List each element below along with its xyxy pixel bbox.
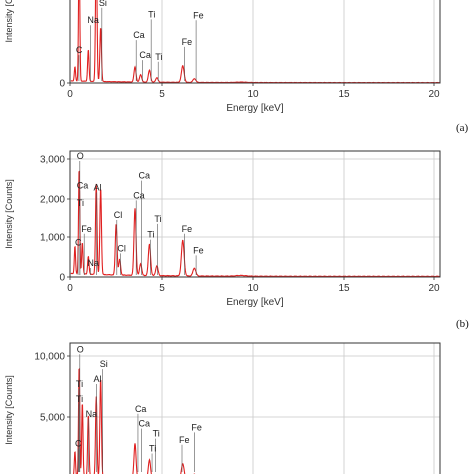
x-tick-label: 0 bbox=[67, 89, 73, 100]
plot-frame bbox=[69, 0, 441, 84]
element-label: Ti bbox=[154, 214, 161, 224]
y-tick-label: 0 bbox=[59, 79, 65, 90]
element-label: Cl bbox=[117, 243, 126, 253]
element-label: Na bbox=[87, 258, 99, 268]
element-label: O bbox=[77, 151, 84, 161]
y-tick-label: 3,000 bbox=[40, 155, 65, 166]
panel-tag: (a) bbox=[456, 122, 469, 134]
x-tick-label: 20 bbox=[428, 283, 440, 294]
y-tick-label: 2,000 bbox=[40, 195, 65, 206]
element-label: Na bbox=[87, 15, 99, 25]
element-label: C bbox=[76, 45, 83, 55]
x-tick-label: 20 bbox=[428, 89, 440, 100]
element-label: Si bbox=[99, 0, 107, 8]
element-label: Fe bbox=[193, 10, 204, 20]
element-label: Fe bbox=[182, 37, 193, 47]
element-label: Ti bbox=[153, 429, 160, 439]
plot-frame bbox=[69, 150, 441, 278]
element-label: Fe bbox=[182, 224, 193, 234]
x-axis-label: Energy [keV] bbox=[226, 297, 283, 308]
element-label: Ca bbox=[139, 50, 151, 60]
x-axis-label: Energy [keV] bbox=[226, 103, 283, 114]
element-label: Ca bbox=[135, 404, 147, 414]
element-label: C bbox=[75, 439, 82, 449]
plot-frame bbox=[69, 342, 441, 474]
chart-panel-2: OCaTiCFeNaAlClClCaCaTiTiFeFe01,0002,0003… bbox=[4, 150, 469, 330]
x-tick-label: 10 bbox=[247, 283, 259, 294]
x-tick-label: 10 bbox=[247, 89, 259, 100]
panel-tag: (b) bbox=[456, 318, 469, 330]
y-tick-label: 1,000 bbox=[40, 233, 65, 244]
y-axis-label: Intensity [C bbox=[4, 0, 14, 43]
element-label: Ti bbox=[149, 443, 156, 453]
y-axis-label: Intensity [Counts] bbox=[4, 375, 14, 445]
element-label: Ti bbox=[76, 379, 83, 389]
element-label: Ca bbox=[77, 181, 89, 191]
element-label: Cl bbox=[114, 210, 123, 220]
x-tick-label: 5 bbox=[159, 89, 165, 100]
y-axis-label: Intensity [Counts] bbox=[4, 179, 14, 249]
y-tick-label: 5,000 bbox=[40, 413, 65, 424]
element-label: Fe bbox=[81, 224, 92, 234]
element-label: Ti bbox=[148, 9, 155, 19]
element-label: Fe bbox=[193, 245, 204, 255]
element-label: Na bbox=[86, 409, 98, 419]
element-label: C bbox=[75, 238, 82, 248]
element-label: Al bbox=[94, 182, 102, 192]
element-label: Ca bbox=[138, 419, 150, 429]
element-label: Fe bbox=[179, 435, 190, 445]
x-tick-label: 5 bbox=[159, 283, 165, 294]
element-label: Ti bbox=[77, 198, 84, 208]
element-label: Ti bbox=[155, 52, 162, 62]
x-tick-label: 15 bbox=[338, 283, 350, 294]
element-label: Si bbox=[100, 359, 108, 369]
x-tick-label: 15 bbox=[338, 89, 350, 100]
y-tick-label: 0 bbox=[59, 273, 65, 284]
element-label: Ti bbox=[147, 230, 154, 240]
element-label: Ca bbox=[133, 190, 145, 200]
element-label: Ti bbox=[76, 394, 83, 404]
y-tick-label: 10,000 bbox=[34, 352, 65, 363]
element-label: O bbox=[77, 344, 84, 354]
x-tick-label: 0 bbox=[67, 283, 73, 294]
element-label: Al bbox=[94, 374, 102, 384]
element-label: Fe bbox=[191, 422, 202, 432]
element-label: Ca bbox=[138, 171, 150, 181]
spectrum-line bbox=[73, 367, 196, 474]
spectrum-line bbox=[70, 170, 440, 277]
spectrum-line bbox=[70, 0, 440, 83]
chart-panel-3: OTiTiNaCAlSiCaCaTiTiFeFe05,00010,000Inte… bbox=[4, 342, 441, 474]
element-label: Ca bbox=[133, 30, 145, 40]
